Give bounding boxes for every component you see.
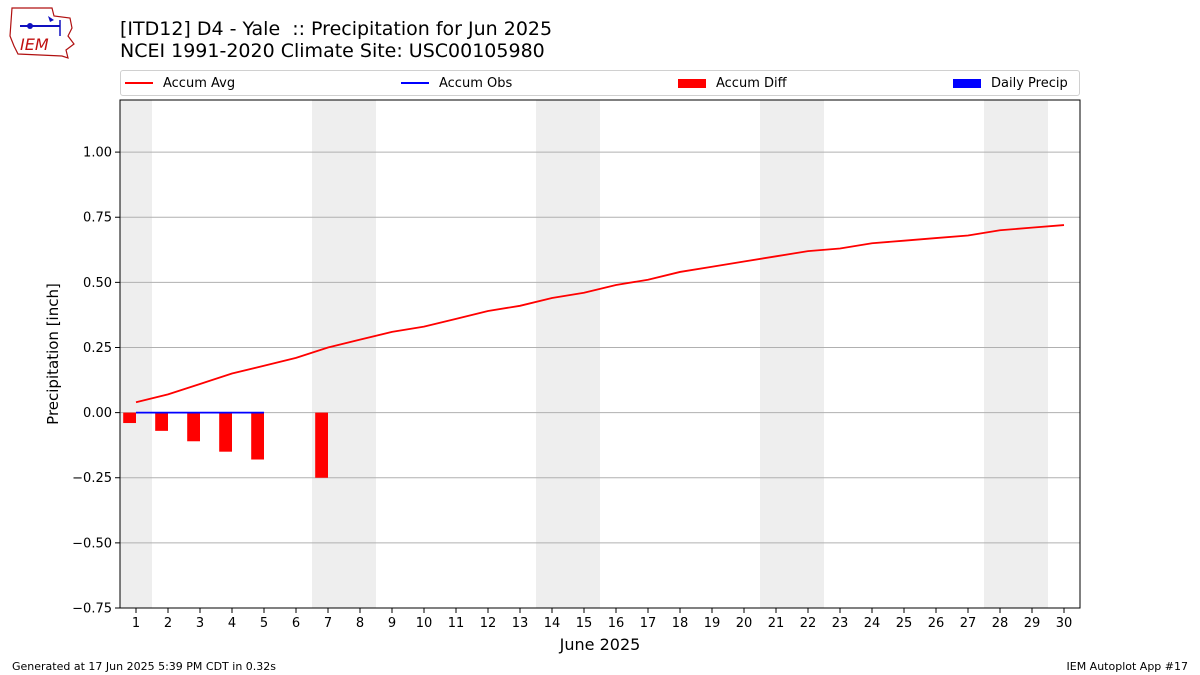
x-tick-label-23: 23 (832, 616, 849, 631)
line-accum-avg (135, 224, 1065, 404)
iem-logo: IEM (9, 7, 75, 59)
logo-text: IEM (20, 35, 49, 54)
x-tick-label-20: 20 (736, 616, 753, 631)
x-tick-label-14: 14 (544, 616, 561, 631)
x-tick-label-10: 10 (416, 616, 433, 631)
page-subtitle: NCEI 1991-2020 Climate Site: USC00105980 (120, 40, 545, 62)
legend-label-accum-obs: Accum Obs (439, 75, 513, 91)
y-tick-label-1: −0.50 (72, 536, 112, 551)
x-tick-label-24: 24 (864, 616, 881, 631)
legend-swatch-accum-avg (125, 82, 153, 84)
x-tick-label-3: 3 (196, 616, 204, 631)
legend-swatch-daily-precip (953, 78, 981, 88)
y-axis-label: Precipitation [inch] (44, 283, 62, 425)
y-tick-label-2: −0.25 (72, 471, 112, 486)
legend-item-daily-precip: Daily Precip (953, 71, 1068, 95)
weekend-shade-5 (984, 100, 1048, 608)
bar-accum-diff-day-3 (187, 412, 200, 442)
legend-label-daily-precip: Daily Precip (991, 75, 1068, 91)
x-tick-label-21: 21 (768, 616, 785, 631)
x-tick-label-26: 26 (928, 616, 945, 631)
x-tick-label-12: 12 (480, 616, 497, 631)
x-tick-label-5: 5 (260, 616, 268, 631)
x-tick-label-29: 29 (1024, 616, 1041, 631)
x-tick-label-13: 13 (512, 616, 529, 631)
legend-label-accum-avg: Accum Avg (163, 75, 236, 91)
bar-accum-diff-day-1 (123, 412, 136, 424)
x-tick-label-27: 27 (960, 616, 977, 631)
legend-item-accum-avg: Accum Avg (125, 71, 235, 95)
footer-generated: Generated at 17 Jun 2025 5:39 PM CDT in … (12, 660, 277, 673)
y-tick-label-4: 0.25 (83, 341, 112, 356)
y-tick-label-7: 1.00 (83, 146, 112, 161)
page-title: [ITD12] D4 - Yale :: Precipitation for J… (120, 18, 553, 40)
x-tick-label-4: 4 (228, 616, 236, 631)
bar-accum-diff-day-4 (219, 412, 232, 452)
y-tick-label-0: −0.75 (72, 602, 112, 617)
legend-item-accum-obs: Accum Obs (401, 71, 512, 95)
weekend-shade-3 (536, 100, 600, 608)
y-tick-label-3: 0.00 (83, 406, 112, 421)
x-tick-label-22: 22 (800, 616, 817, 631)
x-tick-label-15: 15 (576, 616, 593, 631)
legend-swatch-accum-obs (401, 82, 429, 84)
x-tick-label-25: 25 (896, 616, 913, 631)
x-tick-label-16: 16 (608, 616, 625, 631)
x-tick-label-8: 8 (356, 616, 364, 631)
y-tick-label-5: 0.50 (83, 276, 112, 291)
legend-label-accum-diff: Accum Diff (716, 75, 787, 91)
x-tick-label-19: 19 (704, 616, 721, 631)
x-tick-label-9: 9 (388, 616, 396, 631)
x-tick-label-11: 11 (448, 616, 465, 631)
y-tick-label-6: 0.75 (83, 211, 112, 226)
x-tick-label-1: 1 (132, 616, 140, 631)
x-tick-label-18: 18 (672, 616, 689, 631)
x-tick-label-30: 30 (1056, 616, 1073, 631)
weekend-shade-1 (120, 100, 152, 608)
chart-legend: Accum Avg Accum Obs Accum Diff Daily Pre… (120, 70, 1080, 96)
legend-item-accum-diff: Accum Diff (678, 71, 787, 95)
x-tick-label-2: 2 (164, 616, 172, 631)
bar-accum-diff-day-2 (155, 412, 168, 431)
x-tick-label-28: 28 (992, 616, 1009, 631)
legend-swatch-accum-diff (678, 78, 706, 88)
bar-accum-diff-day-7 (315, 412, 328, 478)
footer-app: IEM Autoplot App #17 (1066, 660, 1189, 673)
x-axis-label: June 2025 (559, 635, 641, 654)
weekend-shade-2 (312, 100, 376, 608)
plot-frame (119, 99, 1081, 609)
weekend-shade-4 (760, 100, 824, 608)
x-tick-label-17: 17 (640, 616, 657, 631)
x-tick-label-6: 6 (292, 616, 300, 631)
x-tick-label-7: 7 (324, 616, 332, 631)
bar-accum-diff-day-5 (251, 412, 264, 460)
